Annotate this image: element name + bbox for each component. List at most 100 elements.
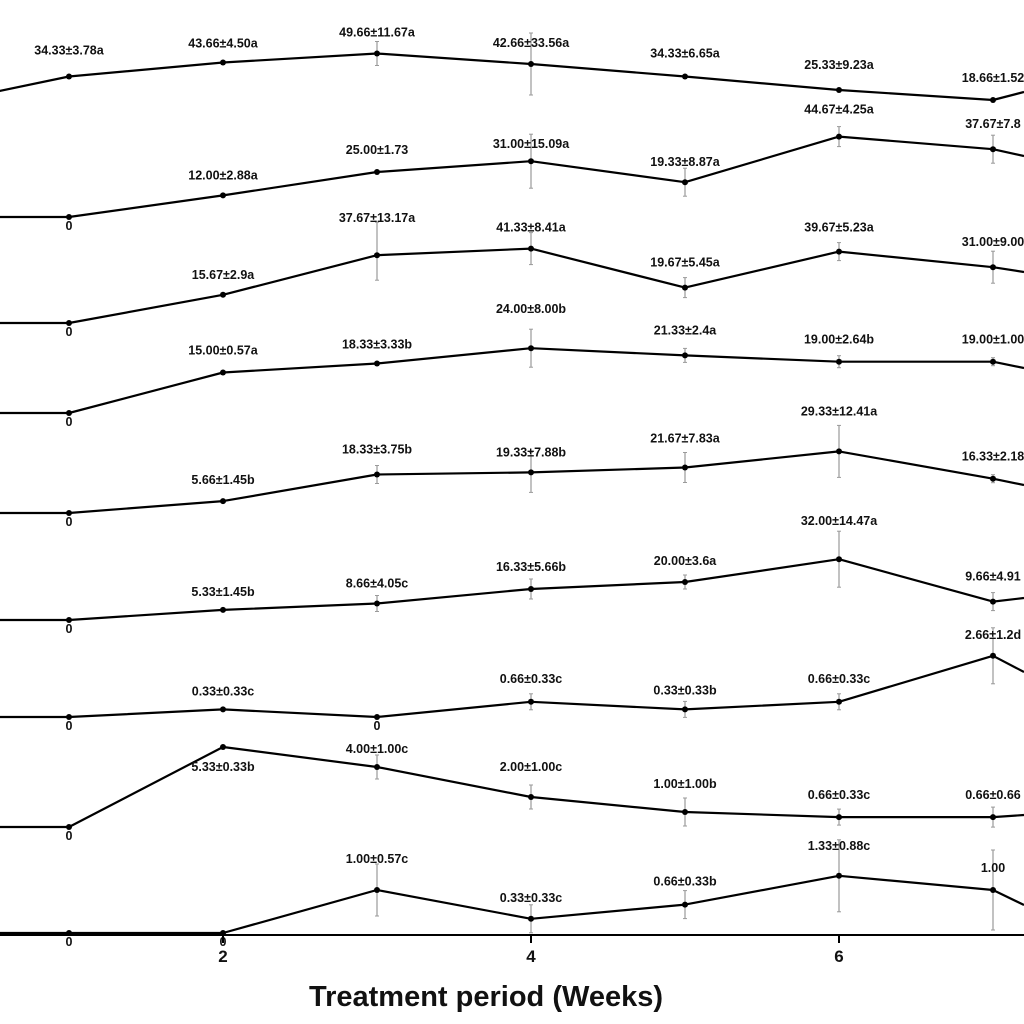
data-point <box>220 706 226 713</box>
data-point <box>682 579 688 585</box>
data-label: 37.67±7.8 <box>965 117 1021 131</box>
series-9: 001.00±0.57c0.33±0.33c0.66±0.33b1.33±0.8… <box>0 839 1024 949</box>
data-label: 15.00±0.57a <box>188 344 258 358</box>
data-label: 0.33±0.33c <box>192 684 255 698</box>
data-point <box>836 358 842 365</box>
data-point <box>990 97 996 103</box>
panels: 34.33±3.78a 43.66±4.50a 49.66±11.67a 42.66±… <box>0 26 1024 949</box>
data-point <box>374 714 380 720</box>
data-label: 0 <box>374 719 381 733</box>
data-point <box>374 600 380 607</box>
series-3: 0 15.67±2.9a 37.67±13.17a 41.33±8.41a 19.67±… <box>0 211 1024 339</box>
data-label: 5.33±0.33b <box>191 760 255 774</box>
data-point <box>374 252 380 259</box>
series-1: 34.33±3.78a 43.66±4.50a 49.66±11.67a 42.66±… <box>0 26 1024 103</box>
data-label: 29.33±12.41a <box>801 404 878 418</box>
data-point <box>836 133 842 140</box>
data-point <box>990 652 996 659</box>
data-point <box>836 448 842 455</box>
data-label: 0.66±0.33c <box>808 788 871 802</box>
data-point <box>682 352 688 359</box>
data-point <box>990 887 996 893</box>
data-label: 42.66±33.56a <box>493 36 570 50</box>
data-point <box>66 410 72 416</box>
data-point <box>220 606 226 613</box>
data-label: 18.33±3.75b <box>342 443 412 457</box>
data-label: 20.00±3.6a <box>654 554 718 568</box>
data-label: 1.00 <box>981 861 1005 875</box>
data-point <box>66 320 72 326</box>
x-tick-label: 6 <box>834 947 843 966</box>
data-point <box>990 598 996 605</box>
data-point <box>836 814 842 821</box>
data-label: 18.33±3.33b <box>342 338 412 352</box>
data-label: 31.00±9.00 <box>962 235 1024 249</box>
data-point <box>528 469 534 476</box>
data-point <box>528 698 534 705</box>
data-point <box>374 169 380 175</box>
data-label: 2.00±1.00c <box>500 760 563 774</box>
data-label: 49.66±11.67a <box>339 26 416 40</box>
data-label: 0 <box>66 829 73 843</box>
x-axis: 2 4 6 <box>0 934 1024 966</box>
data-label: 18.66±1.52 <box>962 71 1024 85</box>
data-label: 0.66±0.33b <box>653 875 717 889</box>
data-point <box>528 794 534 800</box>
data-point <box>66 617 72 623</box>
data-label: 19.33±7.88b <box>496 445 566 459</box>
data-label: 32.00±14.47a <box>801 514 878 528</box>
data-point <box>374 360 380 367</box>
data-label: 44.67±4.25a <box>804 103 874 117</box>
data-label: 16.33±2.18 <box>962 450 1024 464</box>
data-label: 39.67±5.23a <box>804 221 874 235</box>
data-label: 8.66±4.05c <box>346 577 409 591</box>
data-point <box>990 264 996 271</box>
data-label: 25.33±9.23a <box>804 58 874 72</box>
data-label: 19.67±5.45a <box>650 256 720 270</box>
series-5: 0 5.66±1.45b 18.33±3.75b 19.33±7.88b 21.67±7… <box>0 404 1024 529</box>
data-point <box>528 245 534 252</box>
data-point <box>66 714 72 720</box>
series-4: 0 15.00±0.57a 18.33±3.33b 24.00±8.00b 21.33±… <box>0 302 1024 429</box>
data-label: 21.33±2.4a <box>654 323 718 337</box>
data-label: 41.33±8.41a <box>496 221 566 235</box>
data-point <box>682 464 688 471</box>
data-label: 15.67±2.9a <box>192 268 256 282</box>
data-point <box>682 284 688 291</box>
data-point <box>374 50 380 57</box>
data-label: 0.66±0.33c <box>500 672 563 686</box>
data-label: 0 <box>66 719 73 733</box>
data-point <box>220 369 226 376</box>
data-point <box>836 248 842 255</box>
data-label: 4.00±1.00c <box>346 742 409 756</box>
data-point <box>528 345 534 352</box>
data-point <box>66 73 72 80</box>
data-label: 0 <box>66 515 73 529</box>
data-label: 1.33±0.88c <box>808 839 871 853</box>
data-label: 43.66±4.50a <box>188 37 258 51</box>
data-point <box>528 915 534 922</box>
data-label: 31.00±15.09a <box>493 137 570 151</box>
data-label: 5.66±1.45b <box>191 473 255 487</box>
data-point <box>836 87 842 93</box>
x-ticks: 2 4 6 <box>218 935 844 966</box>
data-label: 34.33±3.78a <box>34 44 104 58</box>
data-point <box>990 475 996 482</box>
data-point <box>682 706 688 713</box>
data-label: 0 <box>66 325 73 339</box>
data-point <box>836 556 842 563</box>
data-point <box>836 698 842 705</box>
data-point <box>990 814 996 821</box>
series-2: 0 12.00±2.88a 25.00±1.73 31.00±15.09a 19.33±… <box>0 103 1024 233</box>
data-label: 21.67±7.83a <box>650 432 720 446</box>
data-label: 19.00±1.00 <box>962 333 1024 347</box>
data-label: 2.66±1.2d <box>965 628 1021 642</box>
data-label: 16.33±5.66b <box>496 560 566 574</box>
data-point <box>220 192 226 199</box>
data-label: 5.33±1.45b <box>191 585 255 599</box>
data-label: 34.33±6.65a <box>650 47 720 61</box>
data-point <box>220 59 226 66</box>
data-label: 0.33±0.33b <box>653 683 717 697</box>
